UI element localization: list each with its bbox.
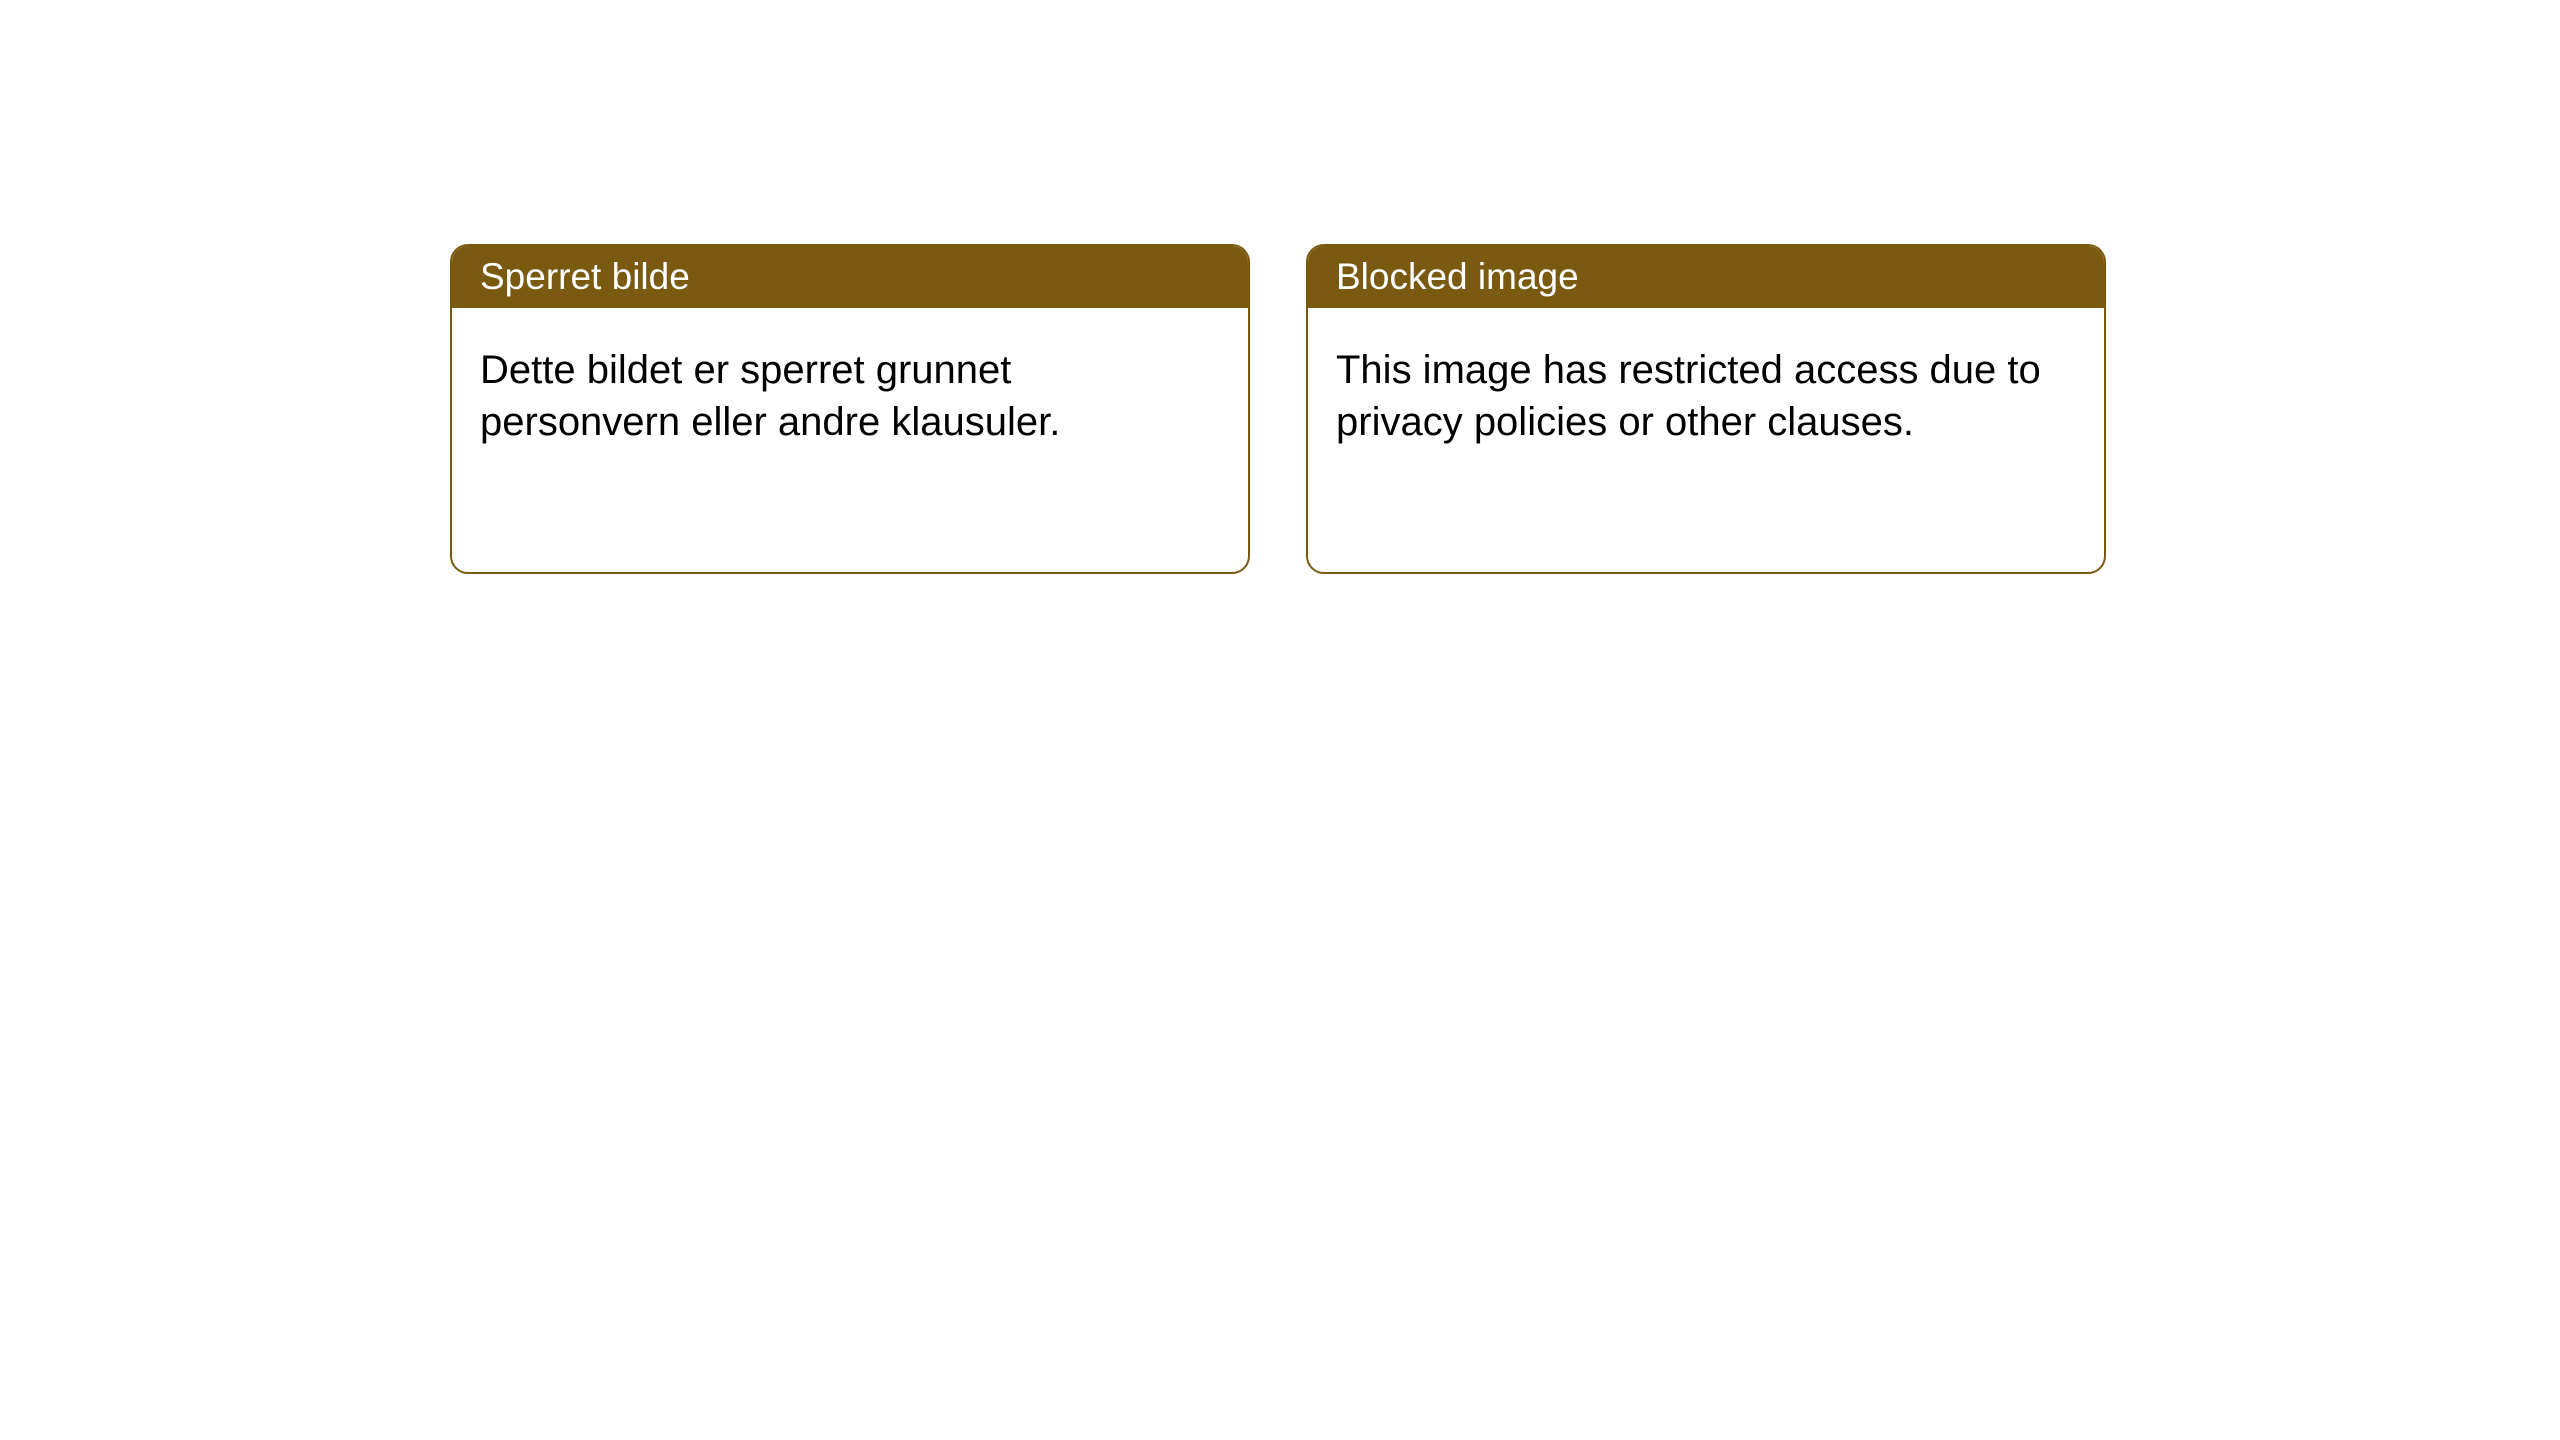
notice-cards-container: Sperret bilde Dette bildet er sperret gr… xyxy=(450,244,2106,574)
notice-card-english: Blocked image This image has restricted … xyxy=(1306,244,2106,574)
notice-card-norwegian: Sperret bilde Dette bildet er sperret gr… xyxy=(450,244,1250,574)
card-title: Sperret bilde xyxy=(452,246,1248,308)
card-body-text: This image has restricted access due to … xyxy=(1308,308,2104,484)
card-title: Blocked image xyxy=(1308,246,2104,308)
card-body-text: Dette bildet er sperret grunnet personve… xyxy=(452,308,1248,484)
